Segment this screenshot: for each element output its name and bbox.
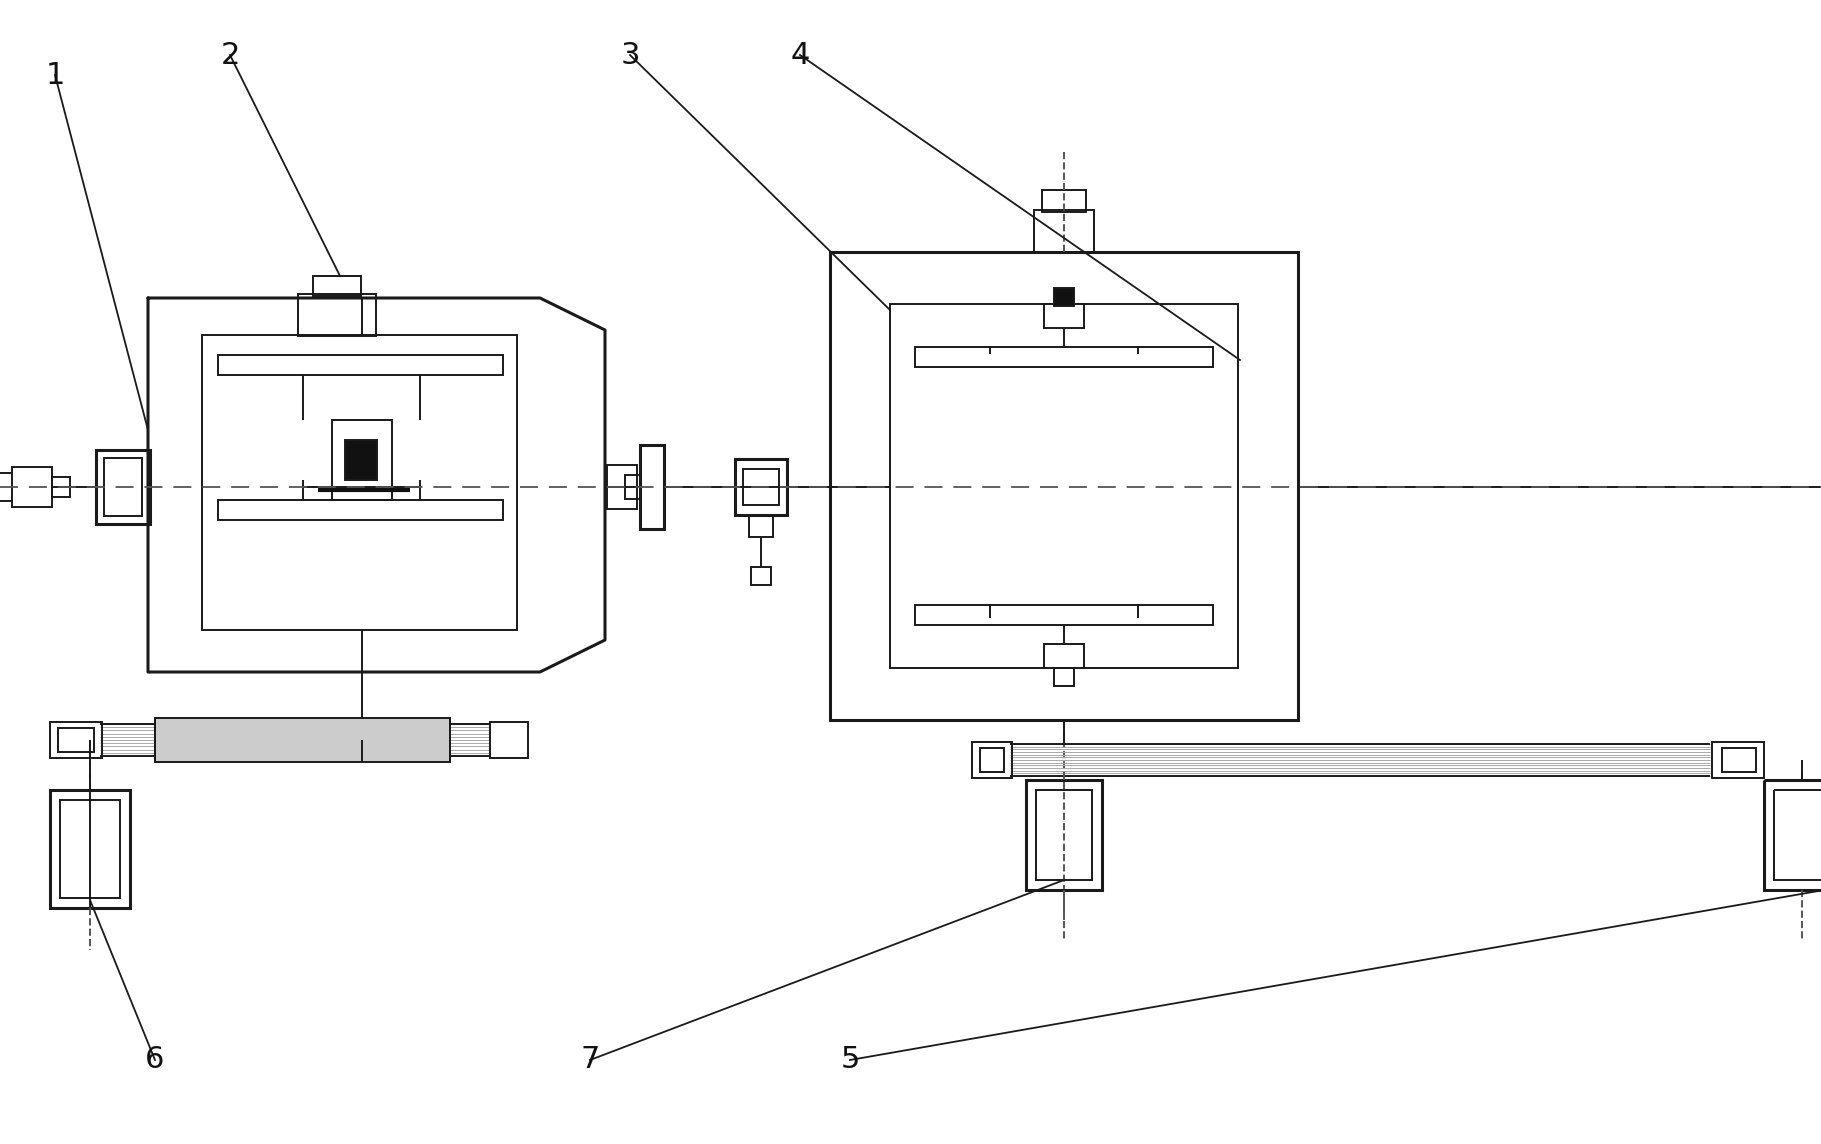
Text: 1: 1 [46, 61, 66, 89]
Bar [606, 464, 637, 509]
Bar [1043, 304, 1083, 328]
Bar [1043, 644, 1083, 668]
Bar [972, 742, 1012, 778]
Bar [202, 335, 517, 630]
Bar [299, 294, 375, 336]
Bar [219, 355, 503, 375]
Bar [1025, 780, 1102, 890]
Bar [331, 420, 392, 500]
Bar [97, 450, 149, 524]
Bar [49, 791, 129, 908]
Bar [1054, 668, 1074, 686]
Bar [1054, 288, 1074, 305]
Bar [830, 252, 1298, 720]
Bar [104, 458, 142, 516]
Bar [914, 347, 1213, 367]
Bar [750, 567, 770, 585]
Bar [1774, 791, 1821, 880]
Bar [60, 800, 120, 898]
Bar [13, 467, 53, 507]
Bar [1712, 742, 1765, 778]
Bar [736, 459, 787, 515]
Text: 6: 6 [146, 1046, 164, 1074]
Text: 7: 7 [581, 1046, 599, 1074]
Bar [625, 475, 639, 499]
Bar [1042, 190, 1085, 212]
Bar [1723, 748, 1755, 772]
Bar [914, 605, 1213, 625]
Bar [219, 500, 503, 521]
Bar [743, 469, 779, 505]
Bar [1036, 791, 1093, 880]
Text: 2: 2 [220, 40, 240, 70]
Bar [49, 722, 102, 758]
Bar [155, 718, 450, 762]
Bar [313, 276, 361, 296]
Bar [1034, 210, 1094, 252]
Bar [748, 515, 772, 537]
Text: 4: 4 [790, 40, 810, 70]
Text: 3: 3 [621, 40, 639, 70]
Bar [490, 722, 528, 758]
Bar [890, 304, 1238, 668]
Bar [53, 477, 69, 496]
Bar [344, 440, 377, 480]
Bar [58, 728, 95, 752]
Bar [1765, 780, 1821, 890]
Bar [980, 748, 1003, 772]
Text: 5: 5 [839, 1046, 860, 1074]
Bar [639, 445, 665, 529]
